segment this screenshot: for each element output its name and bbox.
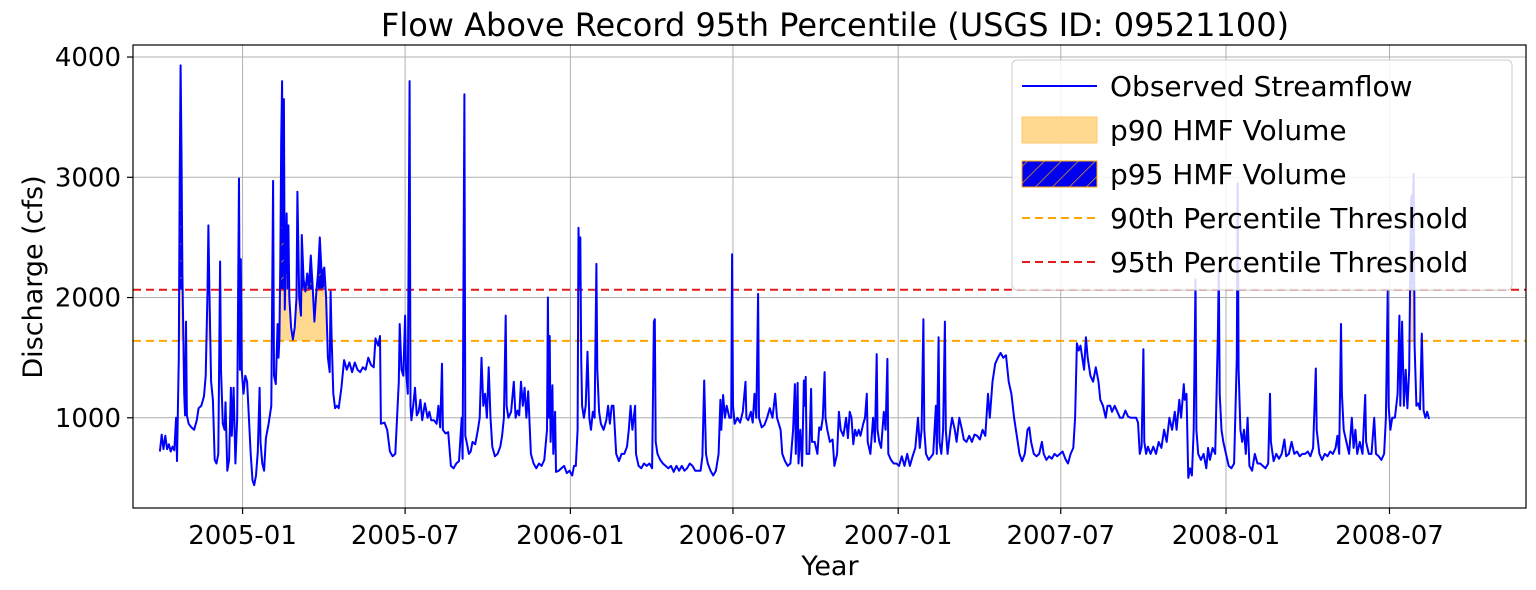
y-tick-label: 2000 — [55, 284, 121, 314]
legend: Observed Streamflow p90 HMF Volume p95 HMF… — [1011, 59, 1513, 291]
legend-label: 90th Percentile Threshold — [1110, 202, 1468, 235]
p90-hmf-volume-area — [279, 81, 327, 341]
y-tick-label: 1000 — [55, 404, 121, 434]
legend-box — [1011, 59, 1513, 291]
x-tick-label: 2008-01 — [1172, 521, 1281, 551]
x-tick-label: 2005-01 — [188, 521, 297, 551]
observed-streamflow-line — [158, 64, 1430, 487]
legend-swatch-p90-volume — [1021, 116, 1098, 144]
x-axis: 2005-01 2005-07 2006-01 2006-07 2007-01 2007-… — [188, 508, 1444, 551]
legend-label: p95 HMF Volume — [1110, 158, 1347, 191]
x-tick-label: 2005-07 — [351, 521, 460, 551]
y-axis: 1000 2000 3000 4000 — [55, 43, 133, 434]
y-tick-label: 4000 — [55, 43, 121, 73]
legend-label: p90 HMF Volume — [1110, 114, 1347, 147]
y-tick-label: 3000 — [55, 163, 121, 193]
x-axis-label: Year — [800, 551, 859, 582]
plot-frame — [132, 44, 1527, 509]
legend-swatch-p95-volume — [1021, 160, 1098, 188]
x-tick-label: 2006-07 — [679, 521, 788, 551]
chart-title: Flow Above Record 95th Percentile (USGS … — [381, 6, 1289, 44]
x-tick-label: 2006-01 — [516, 521, 625, 551]
x-tick-label: 2007-07 — [1006, 521, 1115, 551]
y-axis-label: Discharge (cfs) — [18, 175, 49, 378]
legend-label: 95th Percentile Threshold — [1110, 246, 1468, 279]
legend-label: Observed Streamflow — [1110, 70, 1413, 103]
plot-area — [133, 64, 1526, 487]
x-tick-label: 2007-01 — [844, 521, 953, 551]
x-tick-label: 2008-07 — [1335, 521, 1444, 551]
